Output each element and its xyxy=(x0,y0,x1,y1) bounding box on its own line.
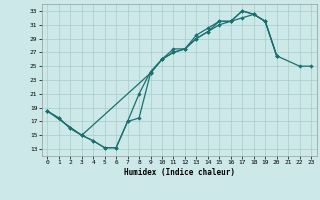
X-axis label: Humidex (Indice chaleur): Humidex (Indice chaleur) xyxy=(124,168,235,177)
